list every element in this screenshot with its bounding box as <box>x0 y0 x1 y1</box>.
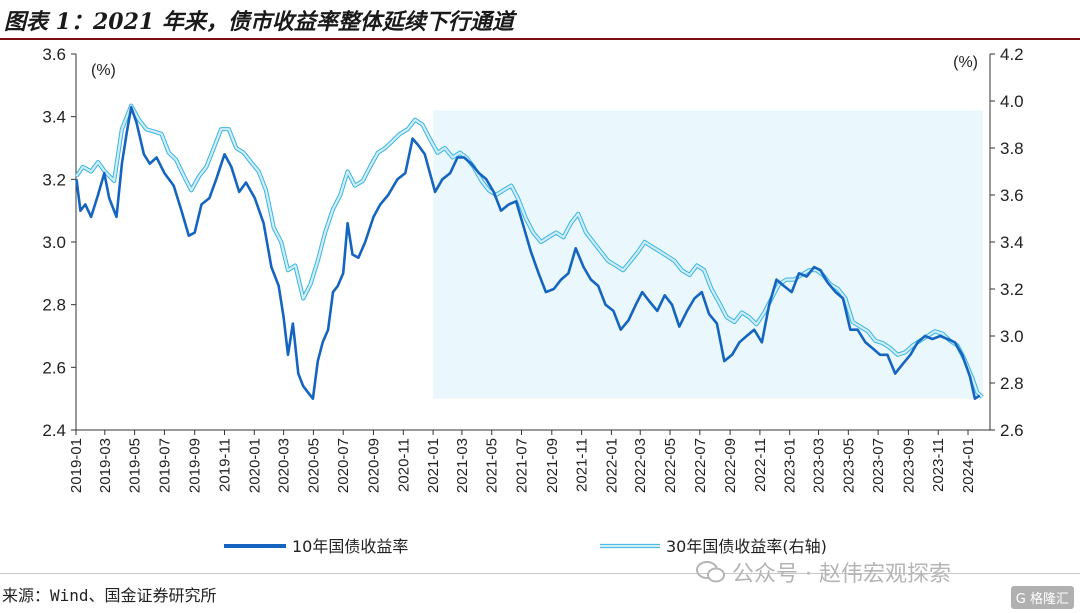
series-30y-line <box>75 104 983 398</box>
right-axis-unit: (%) <box>953 54 978 71</box>
x-tick-label: 2021-05 <box>484 438 501 493</box>
left-axis-unit: (%) <box>91 62 116 79</box>
x-tick-label: 2022-05 <box>662 438 679 493</box>
x-tick-label: 2022-07 <box>692 438 709 493</box>
x-tick-label: 2021-11 <box>574 438 591 492</box>
x-tick-label: 2023-01 <box>782 438 799 493</box>
x-tick-label: 2023-07 <box>870 438 887 493</box>
left-tick-label: 3.4 <box>42 108 66 127</box>
x-tick-label: 2022-01 <box>603 438 620 493</box>
yield-line-chart: 2.4 2.6 2.8 3.0 3.2 3.4 3.6 2.6 2.8 3.0 3.2 3.4 3.6 3… <box>42 45 1024 556</box>
legend-label-10y: 10年国债收益率 <box>292 537 408 556</box>
x-tick-label: 2019-09 <box>187 438 204 493</box>
x-tick-label: 2022-03 <box>632 438 649 493</box>
x-tick-label: 2023-11 <box>930 438 947 492</box>
watermark: 公众号 · 赵伟宏观探索 <box>696 556 951 588</box>
left-tick-label: 2.6 <box>42 358 66 377</box>
right-tick-label: 2.6 <box>1000 421 1024 440</box>
x-tick-label: 2021-03 <box>454 438 471 493</box>
right-tick-label: 3.8 <box>1000 139 1024 158</box>
right-tick-label: 4.0 <box>1000 92 1024 111</box>
x-tick-label: 2020-05 <box>305 438 322 493</box>
x-tick-label: 2020-01 <box>246 438 263 493</box>
x-tick-label: 2019-05 <box>127 438 144 493</box>
chart-title: 图表 1：2021 年来，债市收益率整体延续下行通道 <box>4 9 514 35</box>
x-tick-label: 2022-09 <box>722 438 739 493</box>
x-tick-label: 2021-07 <box>514 438 531 493</box>
left-tick-label: 2.4 <box>42 421 66 440</box>
left-tick-label: 3.6 <box>42 45 66 64</box>
x-tick-label: 2023-03 <box>811 438 828 493</box>
footer-divider <box>0 573 1080 574</box>
x-tick-label: 2023-05 <box>840 438 857 493</box>
left-tick-label: 2.8 <box>42 296 66 315</box>
x-tick-label: 2024-01 <box>960 438 977 493</box>
x-tick-label: 2019-03 <box>97 438 114 493</box>
x-tick-label: 2019-01 <box>68 438 85 493</box>
x-tick-label: 2022-11 <box>752 438 769 492</box>
right-tick-label: 3.2 <box>1000 280 1024 299</box>
right-tick-label: 4.2 <box>1000 45 1024 64</box>
x-tick-label: 2023-09 <box>900 438 917 493</box>
title-divider <box>0 38 1080 40</box>
x-tick-label: 2019-11 <box>217 438 234 492</box>
left-tick-label: 3.2 <box>42 170 66 189</box>
legend-label-30y: 30年国债收益率(右轴) <box>666 537 827 556</box>
right-tick-label: 3.0 <box>1000 327 1024 346</box>
x-tick-label: 2020-09 <box>366 438 383 493</box>
right-tick-label: 3.6 <box>1000 186 1024 205</box>
left-tick-label: 3.0 <box>42 233 66 252</box>
watermark-text: 公众号 · 赵伟宏观探索 <box>732 562 951 587</box>
series-10y-line <box>75 106 981 400</box>
source-note: 来源：Wind、国金证券研究所 <box>2 586 217 605</box>
right-tick-label: 3.4 <box>1000 233 1024 252</box>
right-tick-label: 2.8 <box>1000 374 1024 393</box>
x-tick-label: 2019-07 <box>156 438 173 493</box>
x-tick-label: 2020-11 <box>395 438 412 492</box>
x-tick-label: 2021-09 <box>544 438 561 493</box>
x-tick-label: 2021-01 <box>425 438 442 493</box>
x-tick-label: 2020-07 <box>335 438 352 493</box>
corner-logo: G 格隆汇 <box>1010 586 1074 609</box>
x-tick-label: 2020-03 <box>276 438 293 493</box>
wechat-icon <box>696 561 725 583</box>
